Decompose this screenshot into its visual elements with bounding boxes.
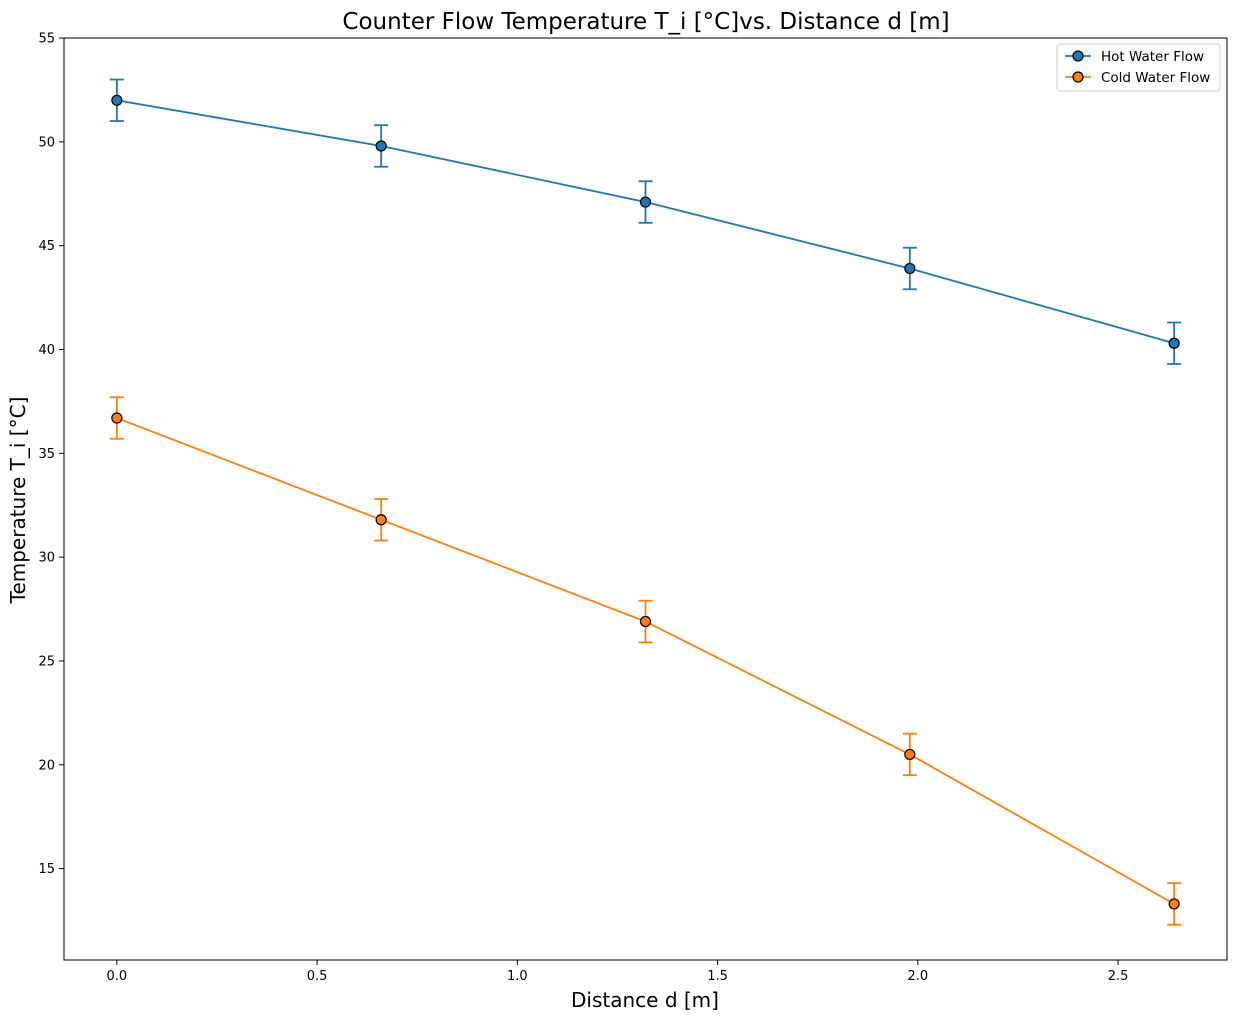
legend-marker <box>1072 71 1084 83</box>
legend-box <box>1056 43 1221 92</box>
data-point <box>1168 337 1180 349</box>
series-1 <box>109 396 1182 926</box>
x-tick-label: 2.0 <box>907 969 928 984</box>
data-point <box>639 196 652 208</box>
y-tick-label: 25 <box>38 654 55 669</box>
y-tick-label: 55 <box>38 32 55 47</box>
x-tick-label: 1.5 <box>707 969 728 984</box>
x-axis-label: Distance d [m] <box>571 988 719 1012</box>
series-0 <box>109 78 1182 365</box>
legend: Hot Water Flow Cold Water Flow <box>1056 43 1221 92</box>
y-tick-label: 40 <box>38 343 55 358</box>
y-tick-label: 50 <box>38 135 55 150</box>
y-axis-label: Temperature T_i [°C] <box>6 397 30 605</box>
data-point <box>111 412 123 424</box>
data-point <box>904 748 916 761</box>
y-tick-label: 15 <box>38 862 55 877</box>
y-tick-label: 30 <box>38 551 55 566</box>
x-tick-label: 0.0 <box>107 969 128 984</box>
series-layer <box>109 78 1182 926</box>
data-point <box>904 262 916 275</box>
y-tick-label: 35 <box>38 447 55 462</box>
legend-label: Cold Water Flow <box>1101 70 1210 86</box>
y-tick-label: 45 <box>38 239 55 254</box>
x-axis: 0.0 0.5 1.0 1.5 2.0 2.5 <box>107 960 1129 984</box>
legend-marker <box>1072 50 1084 62</box>
y-tick-label: 20 <box>38 758 55 773</box>
data-point <box>1168 898 1180 910</box>
data-point <box>375 140 387 152</box>
y-axis: 15 20 25 30 35 40 45 50 55 <box>38 32 64 877</box>
plot-area: 0.0 0.5 1.0 1.5 2.0 2.5 15 20 25 30 35 40 45 50 55 <box>38 32 1228 984</box>
plot-frame <box>63 37 1228 961</box>
chart-title: Counter Flow Temperature T_i [°C]vs. Dis… <box>342 9 949 35</box>
data-point <box>111 94 123 106</box>
legend-label: Hot Water Flow <box>1101 49 1204 65</box>
x-tick-label: 0.5 <box>307 969 328 984</box>
data-point <box>639 615 652 628</box>
x-tick-label: 1.0 <box>507 969 528 984</box>
x-tick-label: 2.5 <box>1108 969 1129 984</box>
data-point <box>375 514 387 526</box>
